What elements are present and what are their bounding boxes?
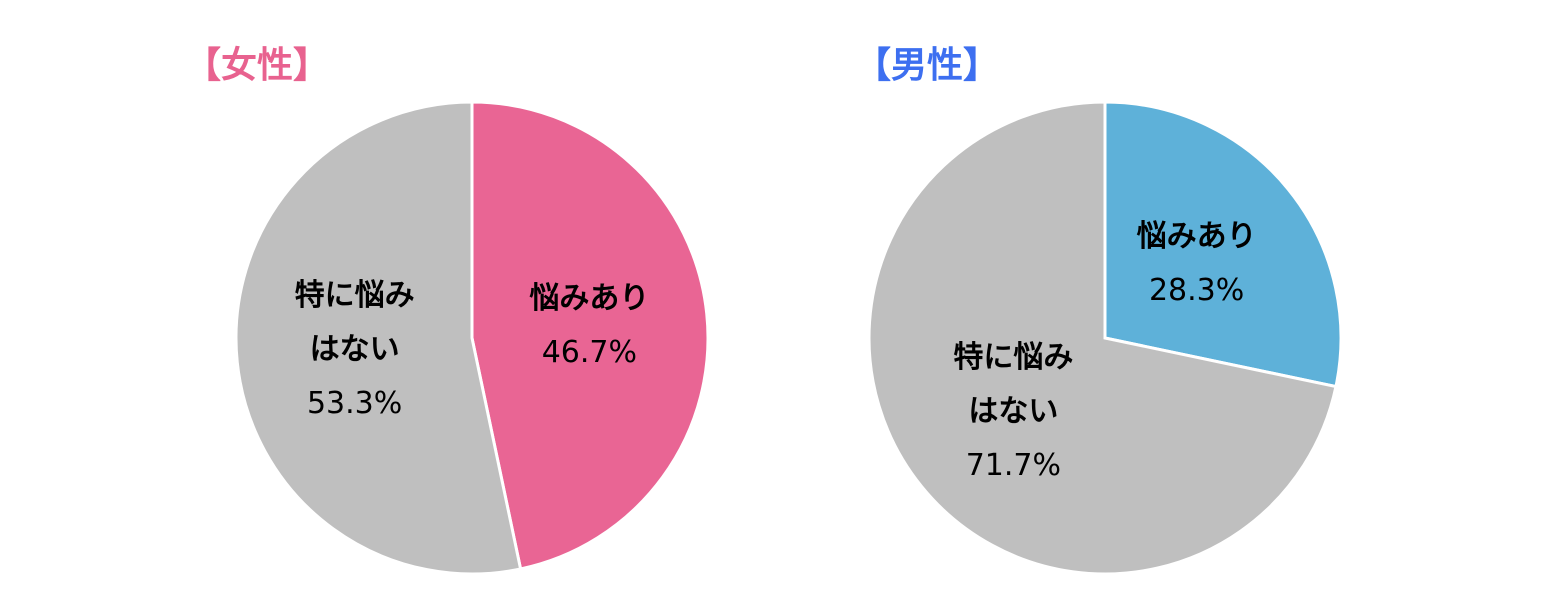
slice-label: 悩みあり 46.7% <box>529 272 649 380</box>
value-label: 46.7% <box>541 334 638 370</box>
value-label: 53.3% <box>306 386 403 422</box>
pie-slice <box>867 100 1338 576</box>
pie-slice <box>470 100 710 571</box>
category-label: 悩みあり <box>1136 218 1257 254</box>
slice-label: 特に悩みはない 53.3% <box>292 269 418 431</box>
chart-title: 【男性】 <box>855 45 1000 86</box>
value-label: 28.3% <box>1148 272 1245 308</box>
category-label: 特に悩みはない <box>953 340 1074 430</box>
category-label: 悩みあり <box>529 280 650 316</box>
slice-label: 特に悩みはない 71.7% <box>950 331 1076 493</box>
pie-slice <box>234 100 523 576</box>
slice-label: 悩みあり 28.3% <box>1137 210 1257 318</box>
pie-slice <box>1103 100 1343 389</box>
value-label: 71.7% <box>965 448 1062 484</box>
chart-title: 【女性】 <box>185 45 330 86</box>
category-label: 特に悩みはない <box>294 278 415 368</box>
